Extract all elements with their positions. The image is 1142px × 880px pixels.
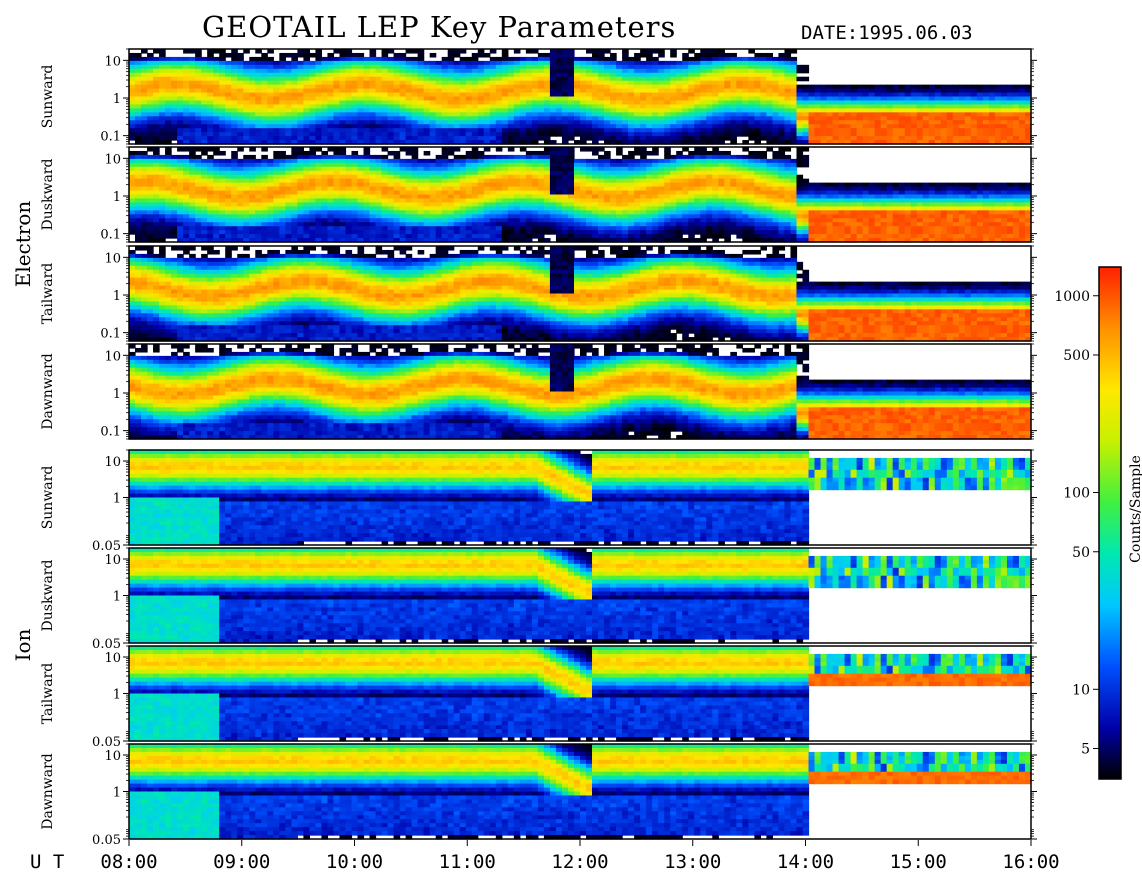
x-tick-label: 12:00 <box>551 851 608 873</box>
spectrogram-cells <box>129 344 1032 440</box>
panel-label: Tailward <box>40 263 56 325</box>
colorbar-tick-label: 5 <box>1081 742 1090 758</box>
y-tick-label: 0.05 <box>92 833 121 848</box>
colorbar-tick-label: 500 <box>1063 348 1090 364</box>
y-tick-label: 0.1 <box>100 228 121 243</box>
x-tick-label: 08:00 <box>100 851 157 873</box>
spectrogram-cells <box>129 246 1032 342</box>
y-tick-label: 1 <box>113 590 121 605</box>
group-label-ion: Ion <box>11 628 35 661</box>
panel-ion-duskward: 0.05 1 10 Duskward <box>40 547 1037 652</box>
colorbar-label: Counts/Sample <box>1128 455 1142 563</box>
panel-label: Duskward <box>40 159 56 231</box>
x-tick-label: 15:00 <box>890 851 947 873</box>
spectrogram-cells <box>129 548 1032 644</box>
y-tick-label: 10 <box>104 251 121 266</box>
spectrogram-cells <box>129 450 1032 546</box>
panel-electron-sunward: 0.1 1 10 Sunward <box>40 48 1037 145</box>
spectrogram-cells <box>129 744 1032 840</box>
y-tick-label: 10 <box>104 651 121 666</box>
y-tick-label: 10 <box>104 455 121 470</box>
panel-label: Tailward <box>40 663 56 725</box>
y-tick-label: 1 <box>113 786 121 801</box>
y-tick-label: 1 <box>113 289 121 304</box>
y-tick-label: 10 <box>104 54 121 69</box>
panel-ion-sunward: 0.05 1 10 Sunward <box>40 449 1037 554</box>
chart-title: GEOTAIL LEP Key Parameters <box>202 10 676 44</box>
y-tick-label: 0.1 <box>100 327 121 342</box>
panel-frame <box>128 245 1032 342</box>
panel-electron-tailward: 0.1 1 10 Tailward <box>40 245 1037 342</box>
panel-ion-tailward: 0.05 1 10 Tailward <box>40 645 1037 750</box>
panel-label: Dawnward <box>40 353 56 430</box>
colorbar-gradient <box>1098 266 1122 780</box>
panel-label: Sunward <box>40 466 56 530</box>
group-label-electron: Electron <box>11 201 35 288</box>
y-tick-label: 10 <box>104 749 121 764</box>
y-tick-label: 0.05 <box>92 735 121 750</box>
panel-frame <box>128 343 1032 440</box>
y-tick-label: 10 <box>104 349 121 364</box>
y-tick-label: 0.05 <box>92 637 121 652</box>
y-tick-label: 1 <box>113 387 121 402</box>
x-tick-label: 11:00 <box>439 851 496 873</box>
y-tick-label: 1 <box>113 688 121 703</box>
y-tick-label: 0.1 <box>100 425 121 440</box>
x-tick-label: 13:00 <box>664 851 721 873</box>
colorbar-tick-label: 10 <box>1072 682 1090 698</box>
spectrogram-cells <box>129 49 1032 145</box>
colorbar-tick-label: 50 <box>1072 545 1090 561</box>
colorbar-tick-label: 100 <box>1063 486 1090 502</box>
panel-ion-dawnward: 0.05 1 10 Dawnward <box>40 743 1037 848</box>
panel-label: Duskward <box>40 560 56 632</box>
x-tick-label: 10:00 <box>326 851 383 873</box>
y-tick-label: 1 <box>113 492 121 507</box>
y-tick-label: 10 <box>104 553 121 568</box>
spectrogram-cells <box>129 147 1032 243</box>
date-label: DATE: <box>801 22 858 44</box>
x-axis-unit-label: U T <box>30 851 64 873</box>
y-tick-label: 1 <box>113 92 121 107</box>
x-tick-label: 16:00 <box>1002 851 1059 873</box>
panel-label: Sunward <box>40 65 56 129</box>
colorbar-tick-label: 1000 <box>1054 289 1090 305</box>
panel-frame <box>128 48 1032 145</box>
y-tick-label: 0.1 <box>100 130 121 145</box>
y-tick-label: 1 <box>113 190 121 205</box>
panel-frame <box>128 146 1032 243</box>
date-value: 1995.06.03 <box>858 22 972 44</box>
panel-label: Dawnward <box>40 753 56 830</box>
x-tick-label: 14:00 <box>777 851 834 873</box>
x-tick-label: 09:00 <box>213 851 270 873</box>
y-tick-label: 10 <box>104 152 121 167</box>
panel-electron-duskward: 0.1 1 10 Duskward <box>40 146 1037 243</box>
spectrogram-cells <box>129 646 1032 742</box>
date-stamp: DATE:1995.06.03 <box>801 22 973 44</box>
panel-electron-dawnward: 0.1 1 10 Dawnward <box>40 343 1037 440</box>
y-tick-label: 0.05 <box>92 539 121 554</box>
